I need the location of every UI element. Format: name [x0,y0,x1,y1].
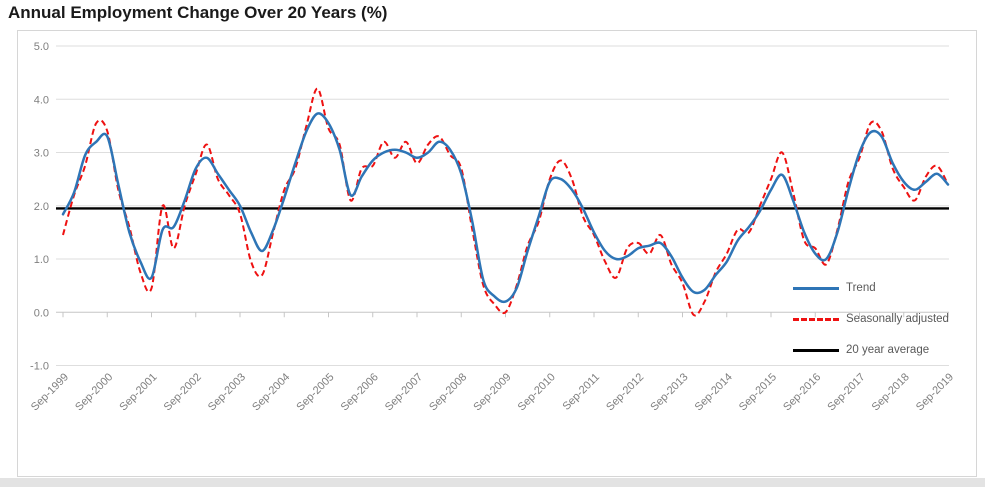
y-tick-label: 0.0 [34,307,49,319]
seasonally-adjusted-line [62,87,949,317]
page-title: Annual Employment Change Over 20 Years (… [8,3,388,22]
x-tick-label: Sep-2018 [870,371,912,413]
seasonally-adjusted-line-swatch [793,317,839,321]
x-tick-label: Sep-2003 [206,371,248,413]
x-tick-label: Sep-2014 [693,371,735,413]
x-tick-label: Sep-2009 [471,371,513,413]
x-tick-label: Sep-2017 [825,371,867,413]
x-tick-label: Sep-2019 [914,371,956,413]
trend-line [61,112,950,304]
x-tick-label: Sep-2004 [250,371,292,413]
y-tick-label: 1.0 [34,254,49,266]
x-tick-label: Sep-2007 [383,371,425,413]
average-line-swatch [793,348,839,352]
legend-item-20-year-average: 20 year average [793,343,949,357]
legend-label-20-year-average: 20 year average [846,344,930,356]
page-bottom-strip [0,478,985,487]
x-tick-label: Sep-2011 [560,371,602,413]
legend-item-seasonally-adjusted: Seasonally adjusted [793,312,949,326]
y-tick-label: 5.0 [34,41,49,53]
x-tick-label: Sep-2016 [781,371,823,413]
x-tick-label: Sep-2000 [73,371,115,413]
legend-item-trend: Trend [793,281,949,295]
x-tick-label: Sep-2001 [117,371,159,413]
legend-label-seasonally-adjusted: Seasonally adjusted [846,313,949,325]
y-tick-label: 4.0 [34,94,49,106]
x-tick-label: Sep-2002 [162,371,204,413]
x-tick-label: Sep-2010 [516,371,558,413]
y-tick-label: 2.0 [34,201,49,213]
chart-legend: Trend Seasonally adjusted 20 year averag… [793,281,949,374]
x-tick-label: Sep-2012 [604,371,646,413]
x-tick-label: Sep-2006 [339,371,381,413]
legend-label-trend: Trend [846,282,876,294]
x-tick-label: Sep-1999 [29,371,71,413]
y-tick-label: -1.0 [30,361,49,373]
x-tick-label: Sep-2013 [648,371,690,413]
x-tick-label: Sep-2005 [294,371,336,413]
y-tick-label: 3.0 [34,148,49,160]
chart-panel: 5.0 4.0 3.0 2.0 1.0 0.0 -1.0 Sep-1999 Sep-2000 Se… [17,30,977,477]
trend-line-swatch [793,286,839,290]
x-tick-label: Sep-2015 [737,371,779,413]
x-tick-label: Sep-2008 [427,371,469,413]
